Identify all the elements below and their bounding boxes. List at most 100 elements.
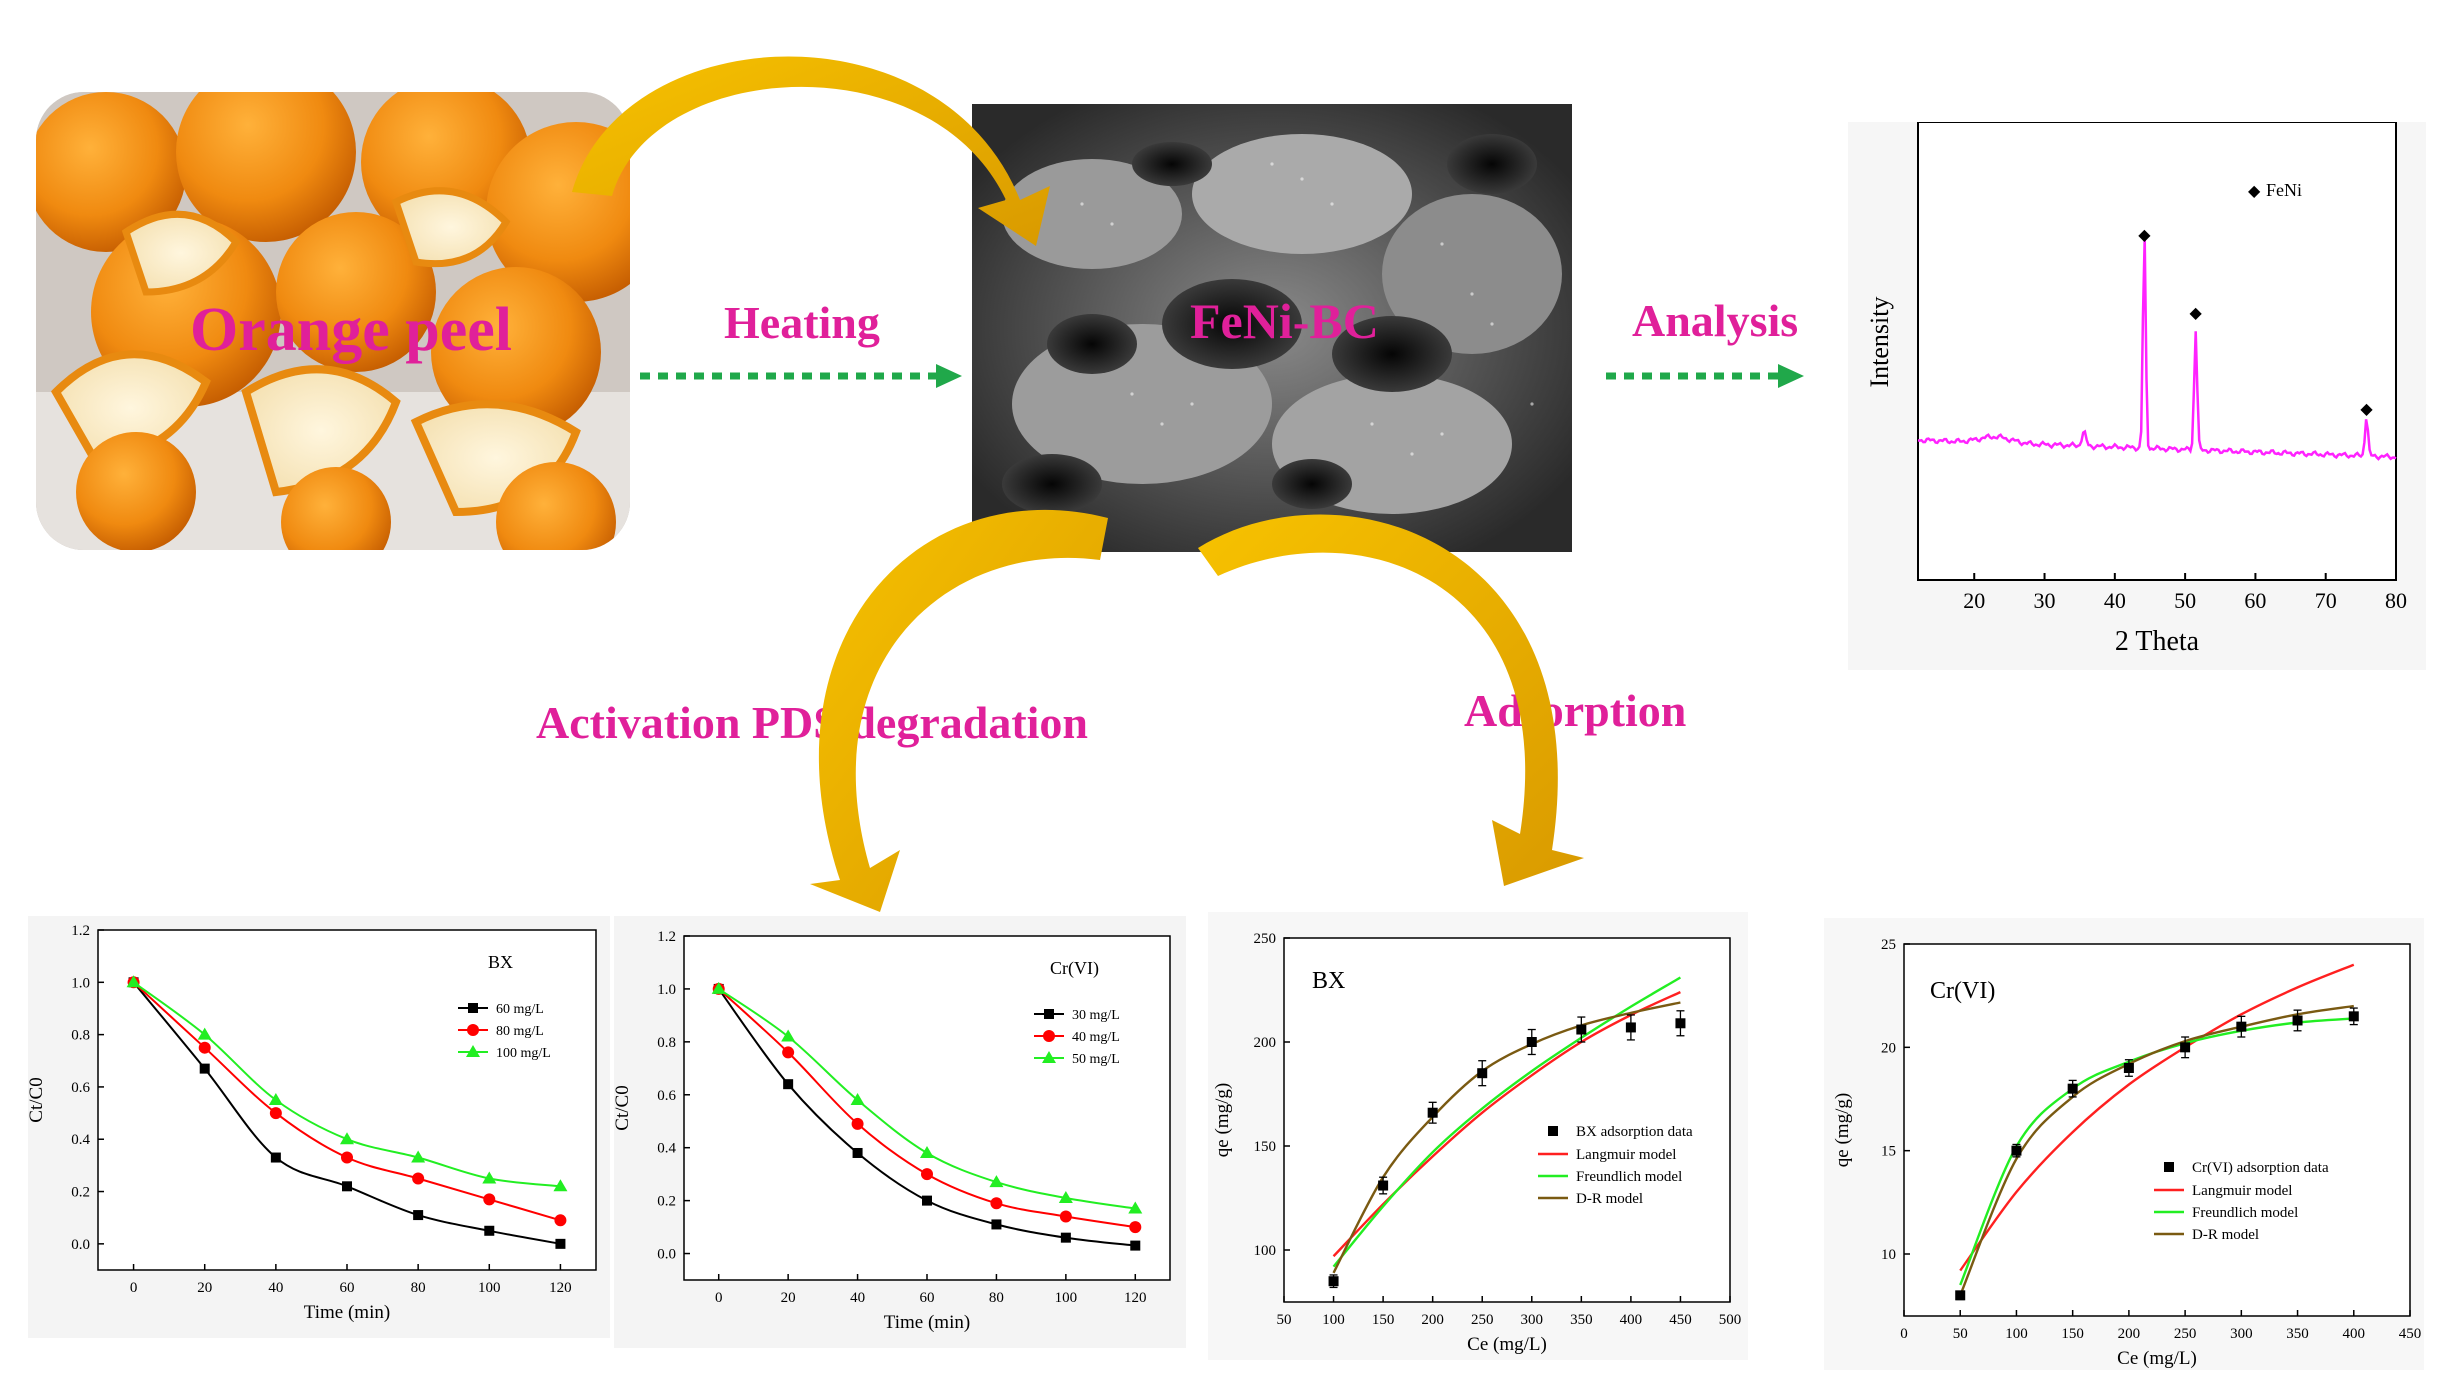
cr-adsorption-title: Cr(VI)	[1930, 978, 1995, 1004]
bx-degradation-data-point	[554, 1214, 567, 1227]
bx-adsorption-legend-label: D-R model	[1576, 1191, 1643, 1207]
sem-texture	[972, 104, 1572, 552]
cr-degradation-data-point	[1059, 1210, 1072, 1223]
xrd-y-axis-label: Intensity	[1865, 297, 1894, 388]
cr-degradation-data-point	[781, 1029, 796, 1042]
cr-degradation-x-tick-label: 0	[715, 1290, 723, 1306]
bx-degradation-data-point	[555, 1238, 566, 1249]
cr-adsorption-data-point	[1955, 1290, 1966, 1301]
activation-arc-arrow	[810, 509, 1108, 912]
bx-degradation-x-tick-label: 100	[478, 1280, 501, 1296]
cr-adsorption-y-tick-label: 20	[1881, 1040, 1896, 1056]
bx-adsorption-data-point	[1526, 1037, 1537, 1047]
cr-degradation-y-tick-label: 1.0	[657, 982, 676, 998]
xrd-x-tick-label: 50	[2174, 588, 2196, 613]
cr-degradation-data-point	[989, 1175, 1004, 1188]
cr-degradation-y-tick-label: 1.2	[657, 929, 676, 945]
bx-degradation-legend-marker	[466, 1045, 480, 1057]
cr-adsorption-x-tick-label: 150	[2061, 1326, 2084, 1342]
cr-adsorption-legend-marker	[2164, 1162, 2174, 1172]
analysis-label: Analysis	[1632, 295, 1799, 346]
bx-adsorption-x-tick-label: 50	[1277, 1312, 1292, 1328]
bx-degradation-data-point	[268, 1093, 283, 1105]
bx-degradation-y-tick-label: 1.0	[71, 975, 90, 991]
orange-peel-photo	[36, 92, 630, 550]
bx-degradation-data-point	[270, 1152, 281, 1163]
cr-degradation-legend-marker	[1042, 1051, 1056, 1063]
xrd-peak-marker-2: ◆	[2190, 305, 2203, 322]
analysis-dotted-arrow	[1606, 364, 1804, 388]
bx-adsorption-model-curve-2	[1332, 976, 1682, 1268]
cr-degradation-chart: 0 20 40 60 80 100 120 0.0 0.2 0.4 0.6 0.8 1.0 1.2 Time…	[614, 929, 1171, 1333]
cr-adsorption-y-tick-label: 10	[1881, 1247, 1896, 1263]
bx-adsorption-chart: 50 100 150 200 250 300 350 400 450 500 100 150 200 25…	[1212, 931, 1741, 1355]
xrd-x-tick-label: 80	[2385, 588, 2407, 613]
cr-adsorption-x-tick-label: 400	[2343, 1326, 2366, 1342]
bx-degradation-legend-label: 80 mg/L	[496, 1024, 544, 1039]
bx-degradation-data-point	[342, 1181, 352, 1192]
cr-adsorption-plot-frame	[1903, 943, 2411, 1317]
cr-adsorption-x-tick-label: 50	[1953, 1326, 1968, 1342]
bx-adsorption-x-tick-label: 100	[1322, 1312, 1345, 1328]
bx-degradation-x-tick-label: 20	[197, 1280, 212, 1296]
cr-degradation-data-point	[1128, 1201, 1143, 1214]
cr-degradation-title: Cr(VI)	[1050, 958, 1099, 979]
cr-degradation-data-point	[990, 1197, 1003, 1210]
cr-adsorption-data-point	[2348, 1011, 2359, 1022]
bx-adsorption-x-tick-label: 400	[1620, 1312, 1643, 1328]
cr-adsorption-data-point	[2011, 1145, 2022, 1156]
cr-adsorption-legend-label: Cr(VI) adsorption data	[2192, 1160, 2329, 1176]
bx-adsorption-y-axis-label: qe (mg/g)	[1212, 1083, 1233, 1157]
bx-degradation-x-tick-label: 60	[340, 1280, 355, 1296]
xrd-plot-frame	[1917, 122, 2397, 581]
cr-degradation-y-tick-label: 0.0	[657, 1247, 676, 1263]
cr-degradation-data-point	[922, 1195, 932, 1206]
bx-adsorption-y-tick-label: 250	[1254, 931, 1277, 947]
xrd-x-tick-label: 20	[1963, 588, 1985, 613]
bx-degradation-data-point	[341, 1151, 353, 1164]
cr-degradation-y-tick-label: 0.8	[657, 1035, 676, 1051]
xrd-legend-label: FeNi	[2266, 180, 2302, 200]
cr-degradation-x-tick-label: 80	[989, 1290, 1004, 1306]
cr-adsorption-data-point	[2180, 1042, 2191, 1053]
cr-adsorption-y-tick-label: 25	[1881, 937, 1896, 953]
bx-degradation-plot-frame	[97, 929, 597, 1271]
cr-degradation-x-tick-label: 100	[1055, 1290, 1078, 1306]
cr-degradation-data-point	[991, 1219, 1002, 1230]
bx-degradation-chart: 0 20 40 60 80 100 120 0.0 0.2 0.4 0.6 0.8 1.0 1.2 Time…	[28, 923, 597, 1323]
bx-degradation-data-point	[199, 1063, 210, 1074]
cr-degradation-x-tick-label: 20	[781, 1290, 796, 1306]
cr-degradation-plot-frame	[683, 935, 1171, 1281]
cr-degradation-data-point	[1130, 1240, 1141, 1251]
bx-degradation-data-point	[482, 1171, 497, 1184]
bx-degradation-data-point	[269, 1107, 282, 1120]
cr-adsorption-x-tick-label: 300	[2230, 1326, 2253, 1342]
xrd-x-tick-label: 70	[2315, 588, 2337, 613]
cr-degradation-y-tick-label: 0.6	[657, 1088, 676, 1104]
bx-degradation-x-tick-label: 80	[411, 1280, 426, 1296]
cr-adsorption-legend-label: Langmuir model	[2192, 1183, 2292, 1199]
bx-adsorption-legend-marker	[1548, 1126, 1558, 1136]
cr-adsorption-data-point	[2123, 1063, 2134, 1073]
bx-degradation-x-axis-label: Time (min)	[304, 1302, 390, 1323]
cr-degradation-x-tick-label: 40	[850, 1290, 865, 1306]
bx-adsorption-data-point	[1675, 1018, 1686, 1029]
cr-adsorption-legend-label: Freundlich model	[2192, 1205, 2298, 1221]
bx-degradation-data-point	[126, 975, 141, 988]
cr-degradation-y-tick-label: 0.4	[657, 1141, 676, 1157]
activation-label: Activation PDS degradation	[536, 697, 1088, 748]
heating-dotted-arrow	[640, 364, 962, 388]
cr-degradation-legend-label: 50 mg/L	[1072, 1052, 1120, 1067]
xrd-x-tick-label: 60	[2244, 588, 2266, 613]
xrd-x-tick-label: 30	[2034, 588, 2056, 613]
bx-adsorption-model-curve-1	[1332, 991, 1681, 1258]
bx-adsorption-x-tick-label: 350	[1570, 1312, 1593, 1328]
cr-degradation-data-point	[1058, 1190, 1073, 1203]
bx-degradation-y-tick-label: 0.8	[71, 1028, 90, 1044]
cr-degradation-data-point	[852, 1147, 863, 1158]
bx-degradation-data-point	[413, 1210, 424, 1221]
bx-adsorption-x-tick-label: 150	[1372, 1312, 1395, 1328]
orange-peel-label: Orange peel	[190, 296, 512, 364]
bx-degradation-y-axis-label: Ct/C0	[28, 1077, 47, 1122]
bx-degradation-data-point	[412, 1172, 425, 1185]
